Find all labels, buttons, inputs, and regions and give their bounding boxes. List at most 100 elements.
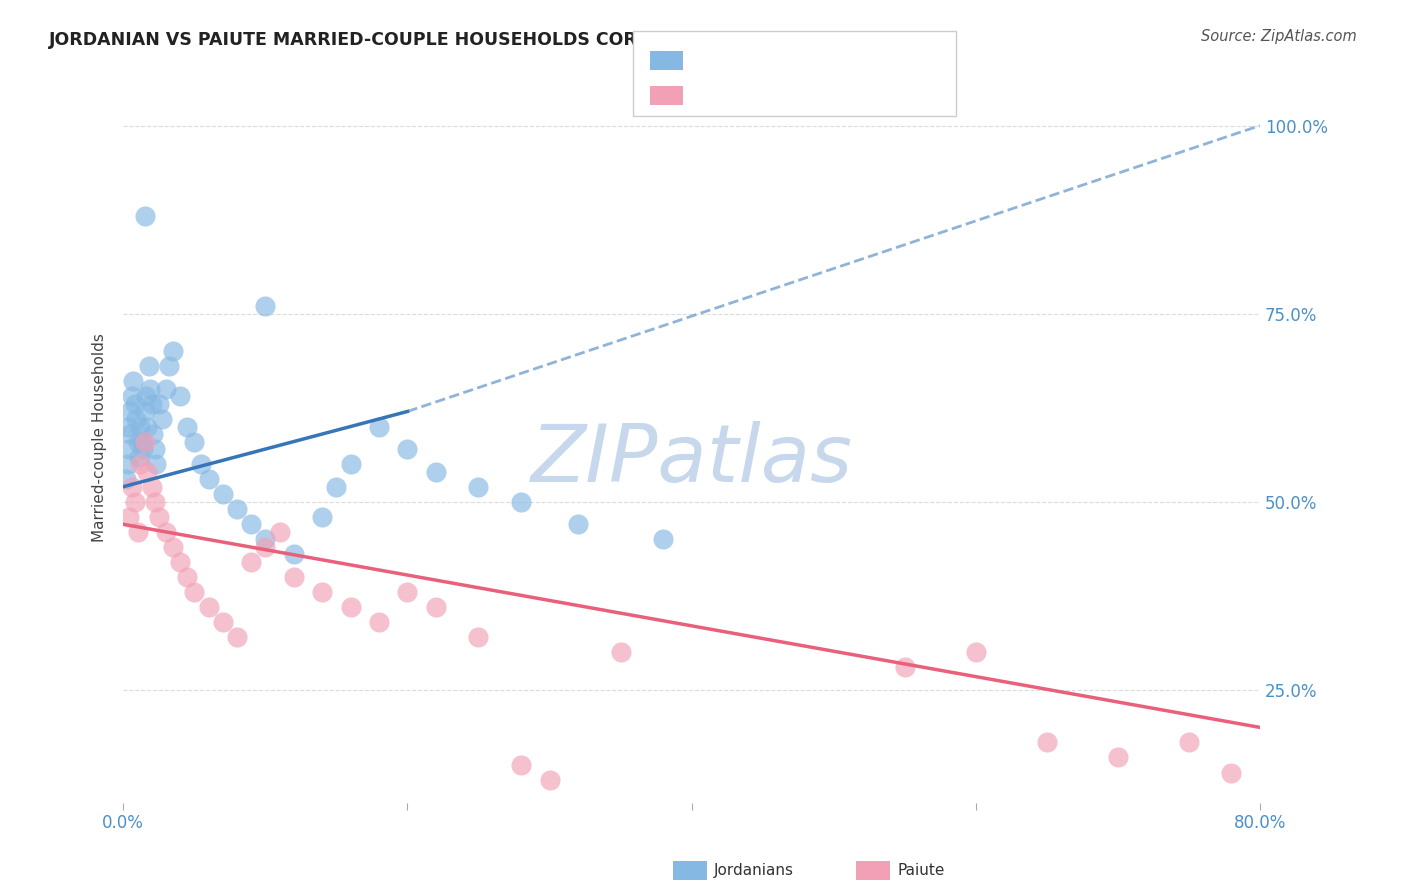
Point bbox=[176, 570, 198, 584]
Point bbox=[162, 344, 184, 359]
Text: 0.145: 0.145 bbox=[741, 54, 789, 68]
Point bbox=[283, 547, 305, 561]
Point bbox=[396, 585, 419, 599]
Text: 37: 37 bbox=[851, 88, 872, 103]
Point bbox=[226, 630, 249, 644]
Point bbox=[124, 494, 146, 508]
Point bbox=[467, 480, 489, 494]
Point bbox=[283, 570, 305, 584]
Point bbox=[425, 600, 447, 615]
Point bbox=[211, 615, 233, 629]
Point bbox=[339, 600, 361, 615]
Point bbox=[134, 404, 156, 418]
Point bbox=[131, 434, 153, 449]
Y-axis label: Married-couple Households: Married-couple Households bbox=[93, 334, 107, 542]
Point bbox=[117, 457, 139, 471]
Point bbox=[124, 397, 146, 411]
Point bbox=[143, 442, 166, 456]
Point bbox=[115, 472, 138, 486]
Point bbox=[467, 630, 489, 644]
Point bbox=[121, 480, 143, 494]
Text: Source: ZipAtlas.com: Source: ZipAtlas.com bbox=[1201, 29, 1357, 44]
Text: R =: R = bbox=[690, 88, 718, 103]
Point bbox=[141, 397, 163, 411]
Text: N =: N = bbox=[801, 54, 831, 68]
Point bbox=[139, 382, 162, 396]
Point bbox=[538, 772, 561, 787]
Text: N =: N = bbox=[801, 88, 831, 103]
Point bbox=[134, 209, 156, 223]
Point bbox=[240, 555, 263, 569]
Point bbox=[145, 457, 167, 471]
Point bbox=[183, 434, 205, 449]
Point bbox=[197, 472, 219, 486]
Point bbox=[155, 524, 177, 539]
Point bbox=[142, 427, 165, 442]
Point bbox=[122, 375, 145, 389]
Point bbox=[339, 457, 361, 471]
Point bbox=[169, 555, 191, 569]
Text: Paiute: Paiute bbox=[897, 863, 945, 878]
Point bbox=[155, 382, 177, 396]
Point bbox=[183, 585, 205, 599]
Point bbox=[510, 758, 533, 772]
Text: JORDANIAN VS PAIUTE MARRIED-COUPLE HOUSEHOLDS CORRELATION CHART: JORDANIAN VS PAIUTE MARRIED-COUPLE HOUSE… bbox=[49, 31, 806, 49]
Point bbox=[197, 600, 219, 615]
Point bbox=[136, 465, 159, 479]
Point bbox=[136, 419, 159, 434]
Point bbox=[240, 517, 263, 532]
Point bbox=[1178, 735, 1201, 749]
Point bbox=[652, 533, 675, 547]
Text: R =: R = bbox=[690, 54, 718, 68]
Point bbox=[425, 465, 447, 479]
Point bbox=[368, 419, 391, 434]
Point bbox=[1035, 735, 1057, 749]
Point bbox=[176, 419, 198, 434]
Point bbox=[141, 480, 163, 494]
Point bbox=[211, 487, 233, 501]
Point bbox=[143, 494, 166, 508]
Point bbox=[311, 509, 333, 524]
Point bbox=[162, 540, 184, 554]
Point bbox=[190, 457, 212, 471]
Point bbox=[150, 412, 173, 426]
Point bbox=[128, 450, 150, 464]
Point bbox=[368, 615, 391, 629]
Point bbox=[120, 427, 142, 442]
Point bbox=[125, 412, 148, 426]
Point bbox=[121, 389, 143, 403]
Point bbox=[893, 660, 915, 674]
Point bbox=[118, 442, 141, 456]
Point bbox=[127, 434, 149, 449]
Point bbox=[134, 434, 156, 449]
Point bbox=[157, 359, 180, 374]
Point bbox=[1220, 765, 1243, 780]
Point bbox=[148, 397, 170, 411]
Text: ZIPatlas: ZIPatlas bbox=[530, 421, 852, 499]
Text: 49: 49 bbox=[851, 54, 872, 68]
Point bbox=[396, 442, 419, 456]
Point bbox=[254, 299, 277, 313]
Point bbox=[148, 509, 170, 524]
Point bbox=[127, 524, 149, 539]
Point bbox=[567, 517, 589, 532]
Point bbox=[129, 419, 152, 434]
Point bbox=[254, 533, 277, 547]
Point bbox=[169, 389, 191, 403]
Point bbox=[254, 540, 277, 554]
Text: -0.622: -0.622 bbox=[741, 88, 796, 103]
Point bbox=[138, 359, 160, 374]
Point bbox=[135, 389, 157, 403]
Point bbox=[132, 442, 155, 456]
Point bbox=[118, 509, 141, 524]
Point bbox=[269, 524, 291, 539]
Point bbox=[311, 585, 333, 599]
Point bbox=[325, 480, 347, 494]
Point bbox=[117, 419, 139, 434]
Point bbox=[226, 502, 249, 516]
Point bbox=[510, 494, 533, 508]
Point bbox=[965, 645, 987, 659]
Point bbox=[609, 645, 631, 659]
Point bbox=[1107, 750, 1129, 764]
Point bbox=[120, 404, 142, 418]
